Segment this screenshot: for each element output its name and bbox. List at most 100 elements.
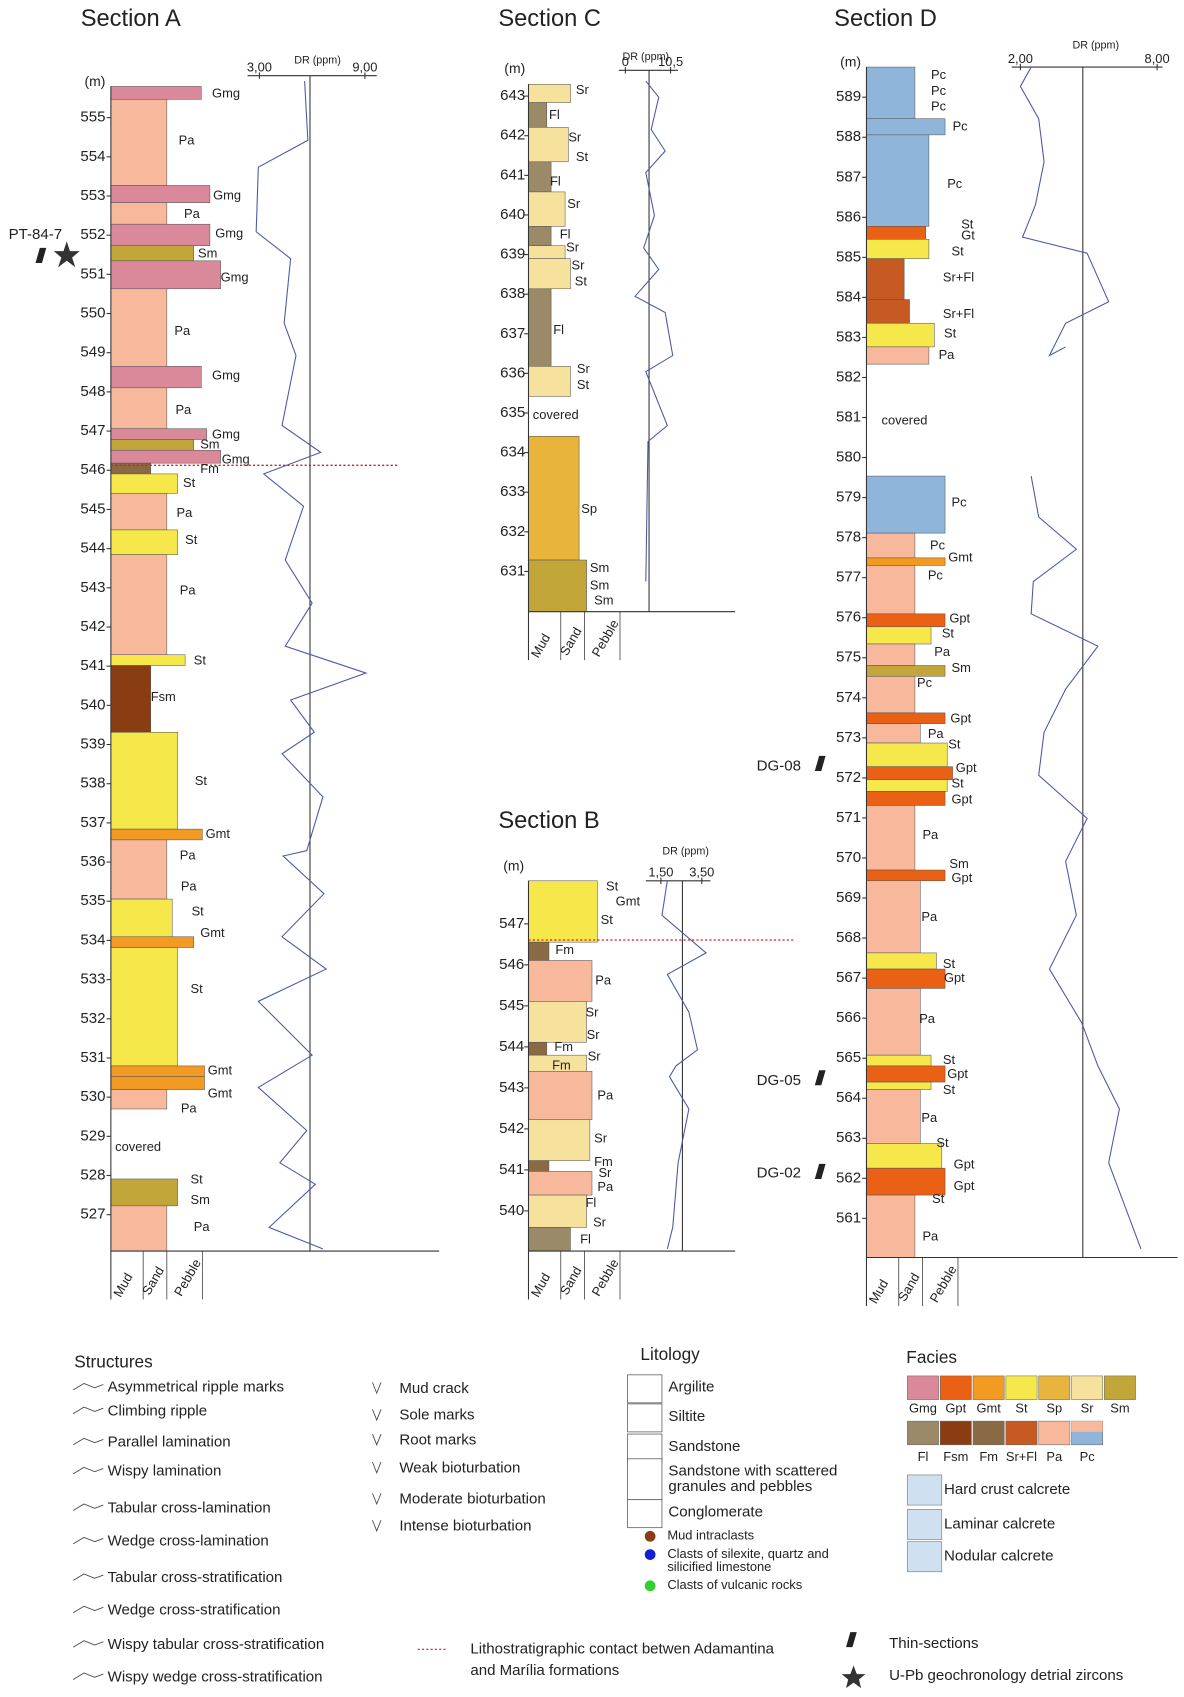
bed bbox=[528, 162, 551, 192]
bed bbox=[866, 1055, 931, 1066]
grain-size-label: Mud bbox=[528, 631, 554, 660]
facies-label: Pa bbox=[180, 847, 197, 862]
bed bbox=[866, 767, 952, 780]
facies-code: Gmt bbox=[976, 1401, 1001, 1416]
bed bbox=[866, 713, 945, 724]
facies-label: Gmt bbox=[616, 894, 641, 909]
depth-label: 540 bbox=[80, 696, 105, 713]
depth-label: 533 bbox=[80, 971, 105, 988]
depth-label: 545 bbox=[80, 500, 105, 517]
depth-label: 565 bbox=[836, 1049, 861, 1066]
dr-tick-label: 8,00 bbox=[1145, 51, 1170, 66]
facies-label: Sr bbox=[586, 1005, 600, 1020]
dr-label: DR (ppm) bbox=[662, 846, 709, 858]
bed bbox=[866, 614, 945, 627]
depth-label: 564 bbox=[836, 1089, 861, 1106]
bed bbox=[528, 289, 551, 366]
bed bbox=[528, 436, 579, 560]
depth-label: 531 bbox=[80, 1049, 105, 1066]
facies-label: Pa bbox=[184, 206, 201, 221]
depth-label: 583 bbox=[836, 328, 861, 345]
dr-label: DR (ppm) bbox=[1072, 39, 1119, 51]
depth-label: 578 bbox=[836, 529, 861, 546]
bed bbox=[111, 840, 167, 899]
facies-label: Gmt bbox=[208, 1085, 233, 1100]
depth-unit: (m) bbox=[503, 858, 524, 874]
facies-label: Sm bbox=[949, 856, 968, 871]
sample-label: DG-05 bbox=[757, 1072, 801, 1089]
facies-label: Sr bbox=[568, 130, 582, 145]
depth-label: 541 bbox=[499, 1161, 524, 1178]
bed bbox=[866, 627, 931, 644]
bed bbox=[528, 226, 551, 245]
depth-label: 542 bbox=[499, 1120, 524, 1137]
depth-label: 580 bbox=[836, 449, 861, 466]
depth-label: 637 bbox=[500, 325, 525, 342]
facies-swatch-part bbox=[1072, 1421, 1103, 1432]
facies-code: Sr bbox=[1081, 1401, 1095, 1416]
facies-label: St bbox=[577, 377, 590, 392]
facies-code: Pa bbox=[1046, 1449, 1063, 1464]
bed bbox=[866, 1195, 914, 1257]
depth-unit: (m) bbox=[840, 53, 861, 69]
bed bbox=[866, 666, 945, 677]
dr-tick-label: 9,00 bbox=[352, 60, 377, 75]
depth-label: 572 bbox=[836, 769, 861, 786]
legend-item: and Marília formations bbox=[470, 1662, 619, 1679]
facies-code: Pc bbox=[1080, 1449, 1096, 1464]
facies-label: Sr bbox=[588, 1049, 602, 1064]
bed bbox=[528, 1120, 589, 1161]
depth-label: 545 bbox=[499, 997, 524, 1014]
facies-label: St bbox=[185, 532, 198, 547]
bed bbox=[528, 560, 586, 612]
structure-symbol bbox=[372, 1462, 381, 1473]
facies-label: Sr bbox=[566, 239, 580, 254]
zircon-star bbox=[54, 241, 80, 267]
bed bbox=[866, 953, 936, 969]
structure-symbol bbox=[372, 1520, 381, 1531]
legend-item: Weak bioturbation bbox=[399, 1459, 520, 1476]
depth-label: 549 bbox=[80, 344, 105, 361]
depth-label: 527 bbox=[80, 1206, 105, 1223]
facies-label: Gpt bbox=[949, 611, 970, 626]
depth-label: 643 bbox=[500, 87, 525, 104]
facies-label: Pa bbox=[181, 879, 198, 894]
depth-label: 546 bbox=[80, 461, 105, 478]
bed bbox=[111, 666, 151, 733]
grain-size-label: Pebble bbox=[926, 1263, 959, 1305]
bed bbox=[111, 899, 172, 937]
facies-label: Pa bbox=[174, 323, 191, 338]
facies-label: St bbox=[183, 475, 196, 490]
bed bbox=[866, 780, 947, 792]
bed bbox=[528, 192, 565, 226]
legend-item: Hard crust calcrete bbox=[944, 1481, 1070, 1498]
bed bbox=[111, 1179, 178, 1206]
facies-label: St bbox=[575, 274, 588, 289]
depth-label: 576 bbox=[836, 609, 861, 626]
facies-label: St bbox=[942, 626, 955, 641]
section-title: Section D bbox=[834, 6, 937, 32]
facies-label: Gmg bbox=[221, 269, 249, 284]
bed bbox=[111, 474, 178, 493]
depth-label: 586 bbox=[836, 208, 861, 225]
facies-label: Fsm bbox=[151, 689, 176, 704]
dr-curve bbox=[1031, 476, 1141, 1249]
structure-symbol bbox=[73, 1673, 103, 1679]
calcrete-box bbox=[907, 1475, 941, 1505]
section-title: Section C bbox=[498, 6, 601, 32]
bed bbox=[528, 127, 568, 161]
facies-label: Pc bbox=[931, 98, 947, 113]
depth-label: 547 bbox=[80, 422, 105, 439]
bed bbox=[866, 239, 928, 258]
bed bbox=[866, 533, 914, 558]
facies-label: St bbox=[194, 653, 207, 668]
depth-label: 577 bbox=[836, 569, 861, 586]
structure-symbol bbox=[372, 1409, 381, 1420]
bed bbox=[111, 732, 178, 829]
facies-swatch bbox=[1039, 1376, 1070, 1400]
bed bbox=[111, 829, 202, 840]
legend-item: Intense bioturbation bbox=[399, 1518, 531, 1535]
facies-label: Fl bbox=[586, 1195, 597, 1210]
facies-label: Gmg bbox=[213, 188, 241, 203]
bed bbox=[528, 1042, 546, 1055]
